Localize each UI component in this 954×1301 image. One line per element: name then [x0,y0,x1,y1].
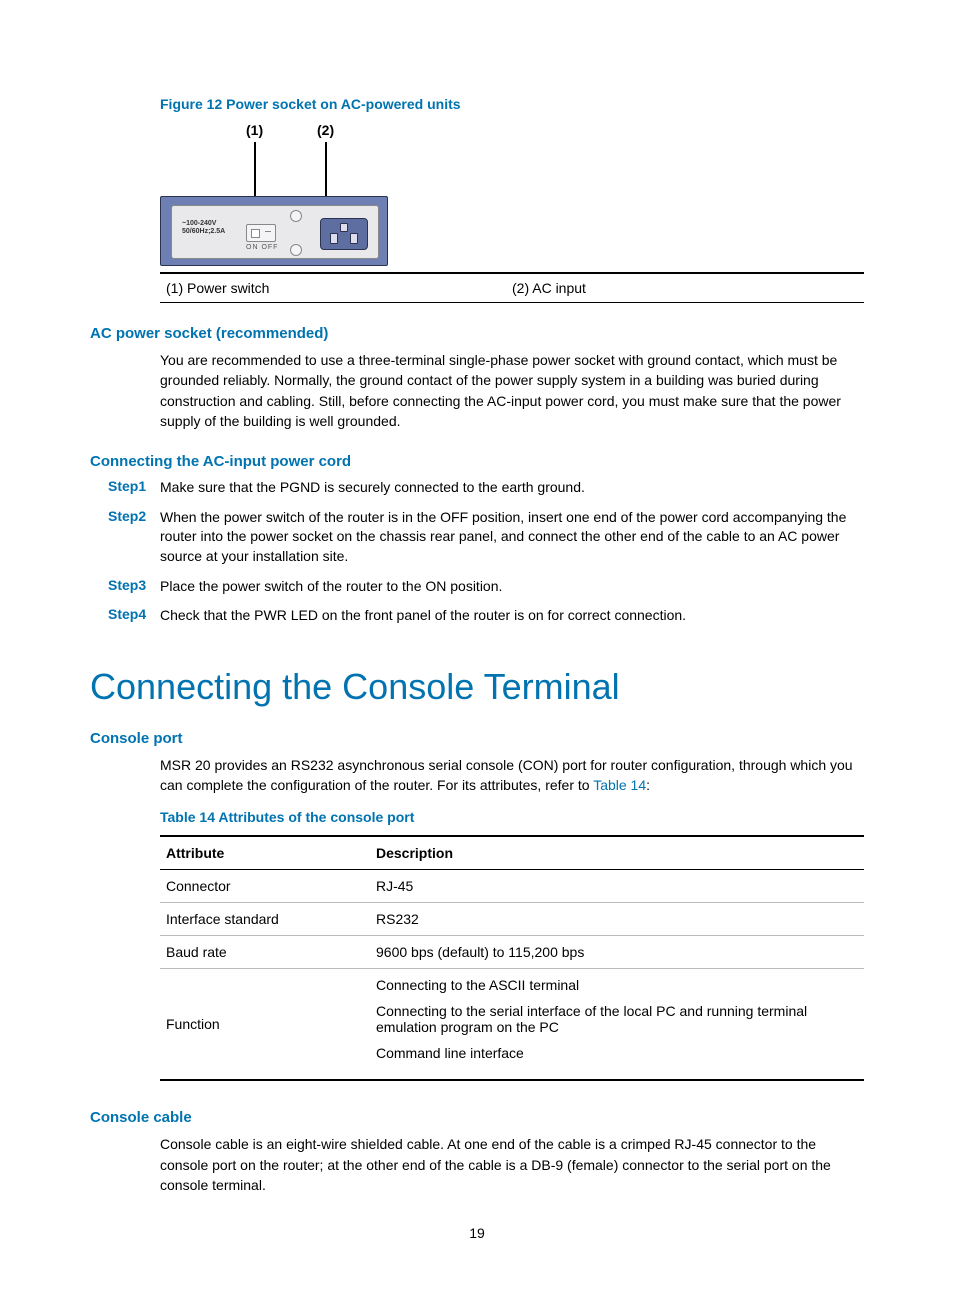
step-row: Step2When the power switch of the router… [108,508,864,567]
legend-item-1: (1) Power switch [166,280,512,296]
step-text: When the power switch of the router is i… [160,508,864,567]
step-row: Step1Make sure that the PGND is securely… [108,478,864,498]
screw-icon [290,244,302,256]
table-header-attribute: Attribute [166,845,376,861]
ac-input-icon [320,218,368,250]
console-cable-paragraph: Console cable is an eight-wire shielded … [160,1134,864,1195]
figure-legend: (1) Power switch (2) AC input [160,272,864,303]
heading-ac-socket: AC power socket (recommended) [90,325,864,342]
heading-console-terminal: Connecting the Console Terminal [90,666,864,708]
table-row: Interface standardRS232 [160,903,864,936]
table-console-attributes: Attribute Description ConnectorRJ-45Inte… [160,835,864,1081]
step-label: Step1 [108,478,160,498]
callout-2-line [325,142,327,196]
console-port-text-pre: MSR 20 provides an RS232 asynchronous se… [160,757,853,793]
step-text: Place the power switch of the router to … [160,577,864,597]
function-line: Connecting to the serial interface of th… [376,1003,858,1035]
on-off-label: ON OFF [246,244,278,251]
rear-panel: ~100-240V 50/60Hz;2.5A ON OFF [160,196,388,266]
heading-console-port: Console port [90,730,864,747]
table-cell-attribute: Interface standard [166,911,376,927]
rating-line2: 50/60Hz;2.5A [182,228,225,235]
callout-2-label: (2) [317,122,334,138]
screw-icon [290,210,302,222]
rating-line1: ~100-240V [182,220,216,227]
power-socket-diagram: (1) (2) ~100-240V 50/60Hz;2.5A ON OFF [160,122,864,266]
console-port-text-post: : [646,777,650,793]
rating-label: ~100-240V 50/60Hz;2.5A [182,220,225,237]
page-number: 19 [90,1225,864,1241]
step-row: Step4Check that the PWR LED on the front… [108,606,864,626]
legend-item-2: (2) AC input [512,280,858,296]
table-cell-attribute: Connector [166,878,376,894]
step-text: Make sure that the PGND is securely conn… [160,478,864,498]
console-port-body: MSR 20 provides an RS232 asynchronous se… [160,755,864,796]
faceplate: ~100-240V 50/60Hz;2.5A ON OFF [171,205,379,259]
power-switch-icon [246,224,276,242]
table-row: ConnectorRJ-45 [160,870,864,903]
function-line: Command line interface [376,1045,858,1061]
heading-console-cable: Console cable [90,1109,864,1126]
document-page: Figure 12 Power socket on AC-powered uni… [0,0,954,1301]
heading-ac-cord: Connecting the AC-input power cord [90,453,864,470]
console-port-paragraph: MSR 20 provides an RS232 asynchronous se… [160,755,864,796]
step-row: Step3Place the power switch of the route… [108,577,864,597]
step-label: Step3 [108,577,160,597]
figure-caption: Figure 12 Power socket on AC-powered uni… [160,96,864,112]
table-cell-description: 9600 bps (default) to 115,200 bps [376,944,858,960]
steps-list: Step1Make sure that the PGND is securely… [108,478,864,626]
table-cell-description: RS232 [376,911,858,927]
function-line: Connecting to the ASCII terminal [376,977,858,993]
ac-socket-body: You are recommended to use a three-termi… [160,350,864,431]
table-cell-description: RJ-45 [376,878,858,894]
table14-link[interactable]: Table 14 [593,777,646,793]
step-label: Step4 [108,606,160,626]
ac-socket-paragraph: You are recommended to use a three-termi… [160,350,864,431]
table-cell-attribute: Function [166,1016,376,1032]
table-row: Function Connecting to the ASCII termina… [160,969,864,1081]
table-row: Baud rate9600 bps (default) to 115,200 b… [160,936,864,969]
table-header-description: Description [376,845,858,861]
table-cell-attribute: Baud rate [166,944,376,960]
table-cell-description: Connecting to the ASCII terminal Connecti… [376,977,858,1071]
callout-1-line [254,142,256,196]
step-label: Step2 [108,508,160,567]
callout-1-label: (1) [246,122,263,138]
table-caption: Table 14 Attributes of the console port [160,809,864,825]
table-header-row: Attribute Description [160,835,864,870]
console-cable-body: Console cable is an eight-wire shielded … [160,1134,864,1195]
step-text: Check that the PWR LED on the front pane… [160,606,864,626]
